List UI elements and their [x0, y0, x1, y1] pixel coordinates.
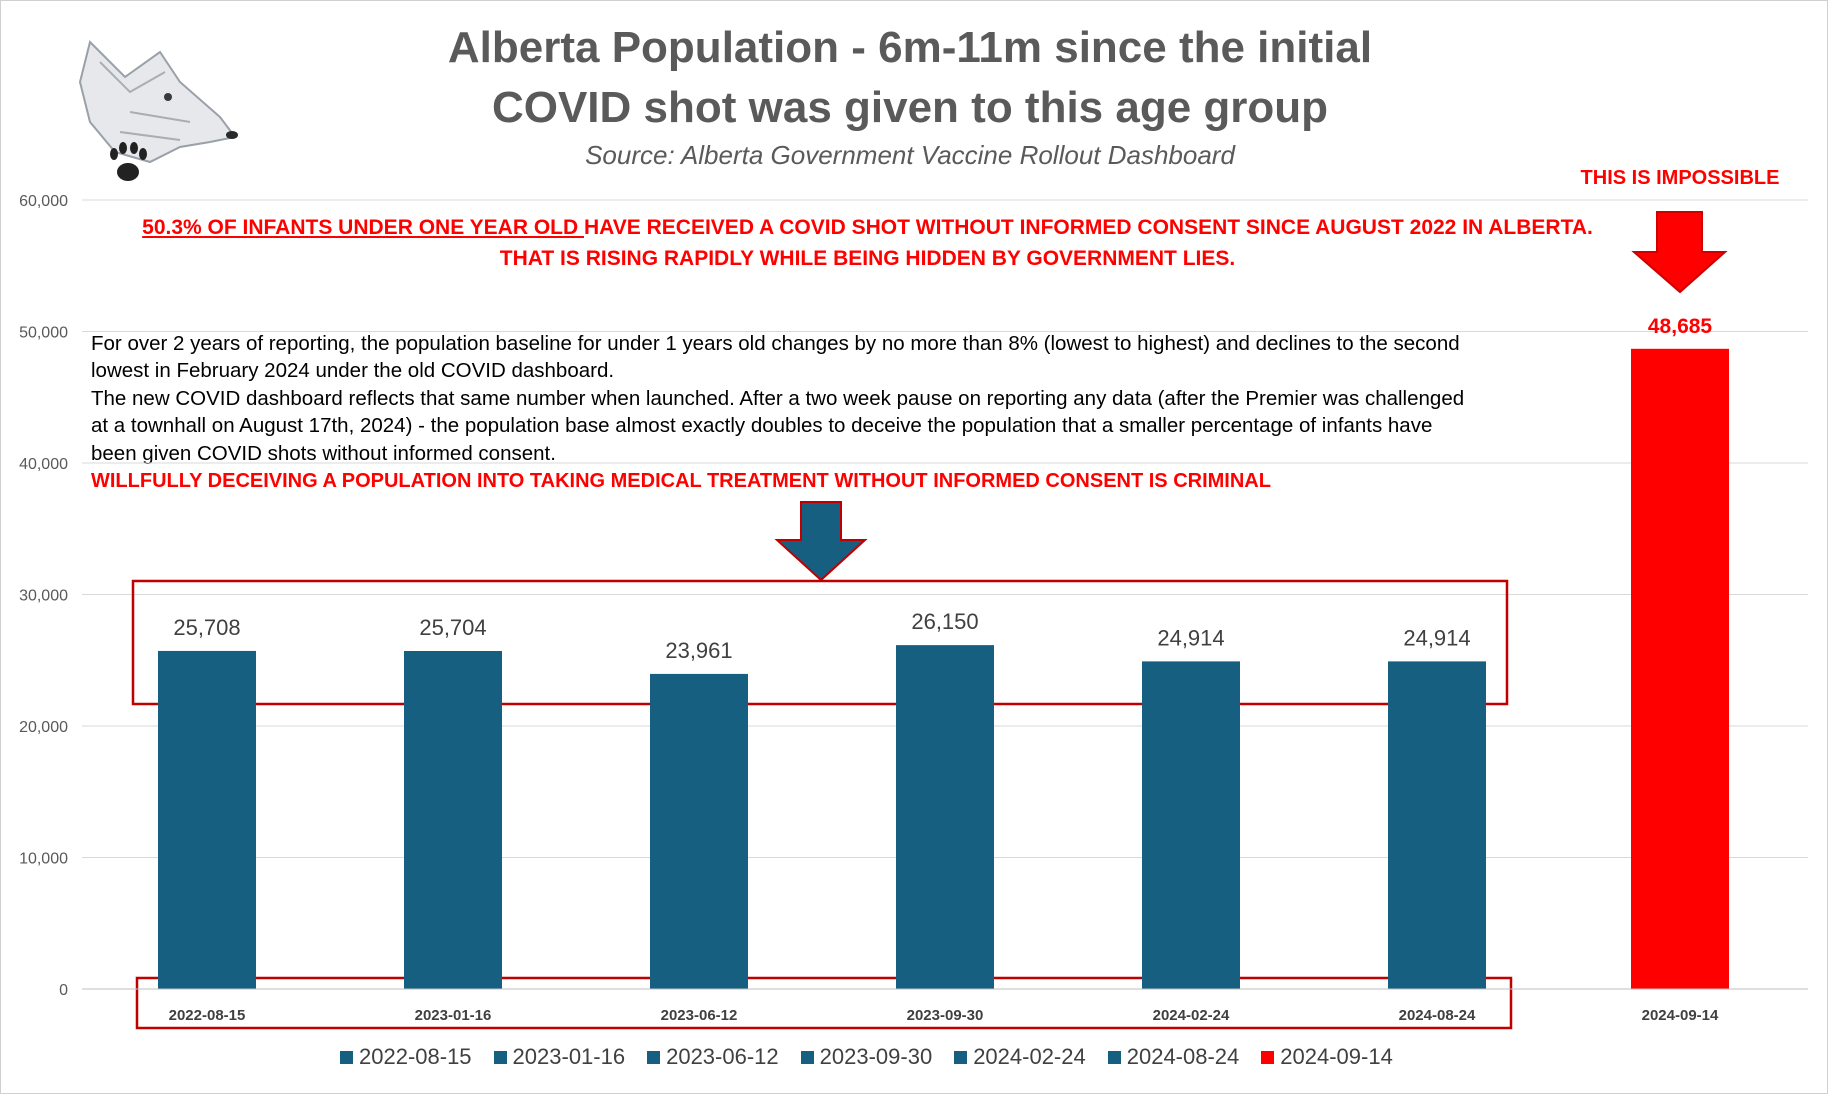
legend-label: 2022-08-15: [359, 1044, 472, 1069]
legend-label: 2023-01-16: [512, 1044, 626, 1069]
data-label: 23,961: [665, 638, 732, 663]
down-arrow-icon: [774, 501, 868, 582]
highlight-box-values: [131, 579, 1509, 706]
bar: [650, 673, 748, 989]
data-label: 24,914: [1403, 625, 1470, 650]
legend-item: 2023-06-12: [647, 1044, 779, 1070]
headline-rest: HAVE RECEIVED A COVID SHOT WITHOUT INFOR…: [584, 216, 1593, 239]
legend-swatch: [1107, 1050, 1121, 1064]
x-tick-label: 2024-09-14: [1642, 1007, 1719, 1024]
bar: [404, 650, 502, 989]
bar: [1631, 348, 1729, 989]
legend-item: 2024-09-14: [1261, 1044, 1393, 1070]
legend-swatch: [1261, 1050, 1275, 1064]
legend-label: 2024-02-24: [973, 1044, 1086, 1069]
bar: [158, 650, 256, 989]
headline-underlined: 50.3% OF INFANTS UNDER ONE YEAR OLD: [142, 216, 584, 239]
explanation-line-3: The new COVID dashboard reflects that sa…: [91, 387, 1465, 410]
legend-label: 2024-08-24: [1126, 1044, 1240, 1069]
legend-swatch: [954, 1050, 968, 1064]
legend-item: 2022-08-15: [340, 1044, 472, 1070]
headline-line-2: THAT IS RISING RAPIDLY WHILE BEING HIDDE…: [499, 247, 1236, 270]
x-tick-label: 2022-08-15: [169, 1007, 246, 1024]
explanation-line-2: lowest in February 2024 under the old CO…: [91, 359, 615, 382]
x-tick-label: 2023-01-16: [415, 1007, 492, 1024]
bar: [1142, 661, 1240, 989]
y-tick-label: 30,000: [19, 588, 68, 605]
y-tick-label: 20,000: [19, 719, 68, 736]
y-tick-label: 50,000: [19, 325, 68, 342]
legend-swatch: [493, 1050, 507, 1064]
legend-item: 2023-09-30: [800, 1044, 933, 1070]
legend-label: 2024-09-14: [1280, 1044, 1393, 1069]
data-label: 24,914: [1157, 625, 1224, 650]
legend-item: 2024-08-24: [1107, 1044, 1240, 1070]
wolf-logo-icon: [78, 40, 238, 181]
explanation-line-4: at a townhall on August 17th, 2024) - th…: [91, 414, 1433, 437]
y-tick-label: 40,000: [19, 456, 68, 473]
explanation-line-5: been given COVID shots without informed …: [91, 442, 556, 465]
legend-label: 2023-06-12: [666, 1044, 779, 1069]
bar: [896, 645, 994, 989]
y-tick-label: 60,000: [19, 193, 68, 210]
x-tick-label: 2023-06-12: [661, 1007, 738, 1024]
x-tick-label: 2024-08-24: [1399, 1007, 1476, 1024]
data-label: 48,685: [1648, 315, 1713, 338]
bar: [1388, 661, 1486, 989]
chart-title-line-2: COVID shot was given to this age group: [491, 83, 1329, 132]
x-tick-label: 2024-02-24: [1153, 1007, 1230, 1024]
data-label: 25,708: [173, 615, 240, 640]
impossible-label: THIS IS IMPOSSIBLE: [1580, 167, 1780, 189]
warning-text: WILLFULLY DECEIVING A POPULATION INTO TA…: [91, 470, 1271, 492]
data-label: 26,150: [911, 609, 978, 634]
legend-label: 2023-09-30: [819, 1044, 933, 1069]
legend-item: 2024-02-24: [954, 1044, 1086, 1070]
headline-line-1: 50.3% OF INFANTS UNDER ONE YEAR OLD HAVE…: [100, 216, 1635, 240]
y-tick-label: 10,000: [19, 851, 68, 868]
chart-title-line-1: Alberta Population - 6m-11m since the in…: [447, 23, 1373, 72]
highlight-box-dates: [135, 976, 1513, 1030]
legend-swatch: [800, 1050, 814, 1064]
chart-subtitle: Source: Alberta Government Vaccine Rollo…: [585, 140, 1235, 170]
chart-legend: 2022-08-15 2023-01-16 2023-06-12 2023-09-30…: [340, 1044, 1393, 1070]
explanation-line-1: For over 2 years of reporting, the popul…: [91, 332, 1460, 355]
legend-swatch: [340, 1050, 353, 1064]
y-tick-label: 0: [59, 982, 68, 999]
legend-item: 2023-01-16: [493, 1044, 626, 1070]
data-label: 25,704: [419, 615, 486, 640]
red-down-arrow-icon: [1631, 211, 1728, 294]
x-tick-label: 2023-09-30: [907, 1007, 984, 1024]
legend-swatch: [647, 1050, 661, 1064]
